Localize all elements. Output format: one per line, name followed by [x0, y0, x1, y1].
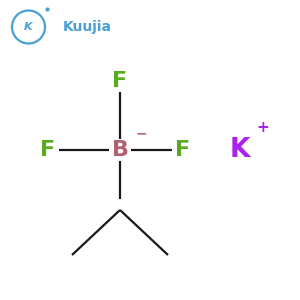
Text: B: B: [112, 140, 128, 160]
Text: Kuujia: Kuujia: [63, 20, 112, 34]
Text: K: K: [24, 22, 33, 32]
Text: F: F: [112, 71, 128, 91]
Text: K: K: [230, 137, 250, 163]
Text: F: F: [176, 140, 190, 160]
Text: F: F: [40, 140, 56, 160]
Text: −: −: [136, 127, 147, 140]
Text: +: +: [256, 120, 269, 135]
